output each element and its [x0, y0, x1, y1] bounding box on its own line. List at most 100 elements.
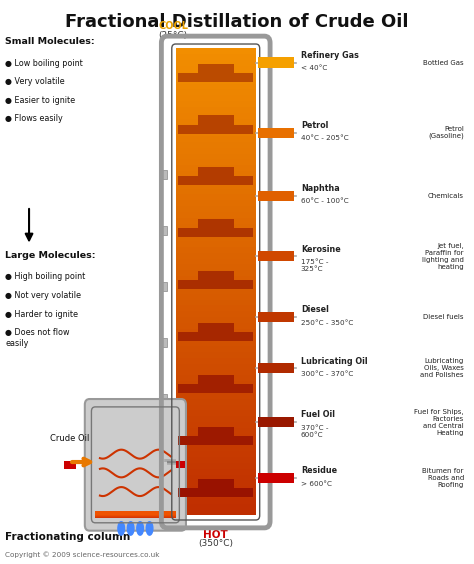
Bar — [178, 125, 217, 134]
Bar — [175, 159, 256, 165]
Bar — [178, 73, 217, 82]
Bar — [175, 153, 256, 160]
Bar — [162, 282, 167, 291]
Bar — [175, 223, 256, 230]
Text: Kerosine: Kerosine — [301, 245, 340, 253]
Bar — [175, 497, 256, 504]
Bar — [175, 107, 256, 113]
Bar — [95, 513, 175, 517]
Bar — [175, 124, 256, 130]
Bar — [175, 71, 256, 78]
Text: (350°C): (350°C) — [198, 539, 233, 548]
Bar — [215, 73, 253, 82]
Bar — [215, 116, 234, 134]
Bar — [175, 194, 256, 200]
Bar — [175, 474, 256, 481]
Bar — [175, 235, 256, 241]
Text: Petrol: Petrol — [301, 121, 328, 130]
Bar — [95, 514, 175, 518]
Text: Chemicals: Chemicals — [428, 193, 464, 199]
Text: Diesel: Diesel — [301, 305, 328, 314]
Bar — [95, 512, 175, 516]
Bar — [95, 513, 175, 517]
Bar — [215, 168, 234, 186]
Bar — [95, 512, 175, 515]
Text: COOL: COOL — [158, 20, 188, 30]
Text: Residue: Residue — [301, 466, 337, 475]
Bar — [95, 513, 175, 518]
Text: ● Harder to ignite: ● Harder to ignite — [5, 310, 78, 319]
Bar — [198, 116, 217, 134]
Bar — [175, 170, 256, 177]
Bar — [175, 246, 256, 253]
Text: Crude Oil: Crude Oil — [50, 434, 89, 443]
Text: < 40°C: < 40°C — [301, 65, 327, 71]
Bar — [258, 58, 294, 68]
Polygon shape — [118, 522, 125, 535]
Bar — [198, 219, 217, 237]
Bar — [175, 54, 256, 60]
Bar — [95, 514, 175, 518]
Bar — [175, 311, 256, 317]
Bar — [95, 512, 175, 515]
Polygon shape — [137, 522, 144, 535]
Bar — [95, 511, 175, 515]
Bar — [198, 323, 217, 341]
Bar — [175, 456, 256, 463]
Bar — [198, 271, 217, 289]
Bar — [175, 358, 256, 364]
Bar — [215, 228, 253, 237]
Bar — [95, 513, 175, 517]
Text: Fuel Oil: Fuel Oil — [301, 410, 335, 419]
Bar — [175, 200, 256, 206]
Bar — [175, 369, 256, 376]
Bar — [175, 421, 256, 428]
Bar — [175, 346, 256, 352]
Bar — [198, 64, 217, 82]
Bar — [215, 384, 253, 393]
Bar — [175, 118, 256, 125]
Bar — [95, 512, 175, 517]
Bar — [198, 479, 217, 497]
Bar — [162, 394, 167, 403]
Bar — [95, 514, 175, 518]
Bar — [95, 513, 175, 517]
Bar — [175, 89, 256, 95]
Bar — [175, 299, 256, 305]
Text: ● Low boiling point: ● Low boiling point — [5, 59, 83, 68]
Text: (25°C): (25°C) — [159, 31, 188, 40]
Bar — [95, 512, 175, 517]
Text: Naphtha: Naphtha — [301, 184, 339, 193]
Text: ● Not very volatile: ● Not very volatile — [5, 291, 82, 300]
Text: 370°C -
600°C: 370°C - 600°C — [301, 425, 328, 438]
Text: Diesel fuels: Diesel fuels — [423, 314, 464, 320]
Bar — [175, 404, 256, 411]
Bar — [175, 95, 256, 101]
Text: Large Molecules:: Large Molecules: — [5, 251, 96, 260]
Bar — [215, 177, 253, 186]
Bar — [178, 280, 217, 289]
Bar — [95, 512, 175, 516]
Bar — [175, 480, 256, 486]
Bar — [162, 170, 167, 179]
Bar — [95, 511, 175, 515]
Bar — [178, 488, 217, 497]
Bar — [258, 312, 294, 322]
Bar — [215, 436, 253, 445]
Text: Small Molecules:: Small Molecules: — [5, 37, 95, 46]
Bar — [215, 488, 253, 497]
Text: Lubricating Oil: Lubricating Oil — [301, 356, 367, 365]
Bar — [215, 219, 234, 237]
Bar — [175, 316, 256, 323]
Bar — [175, 375, 256, 381]
Bar — [215, 271, 234, 289]
Bar — [175, 433, 256, 439]
Bar — [175, 281, 256, 288]
Bar — [175, 205, 256, 212]
Bar — [95, 511, 175, 515]
Text: Lubricating
Oils, Waxes
and Polishes: Lubricating Oils, Waxes and Polishes — [420, 358, 464, 378]
Bar — [175, 182, 256, 188]
Bar — [95, 514, 175, 518]
Text: Petrol
(Gasoline): Petrol (Gasoline) — [428, 126, 464, 139]
FancyBboxPatch shape — [85, 399, 186, 531]
